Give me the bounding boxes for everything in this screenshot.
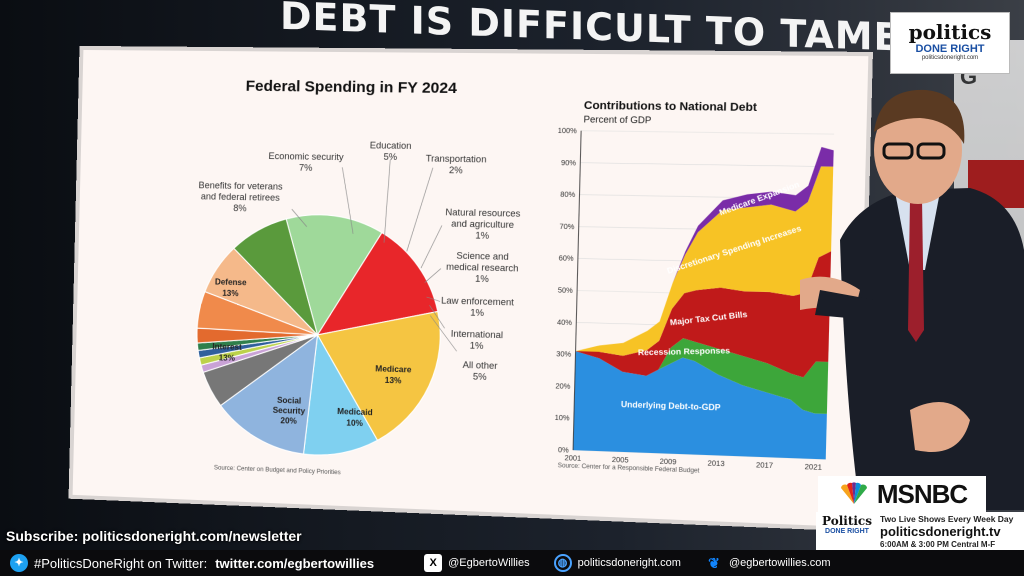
debt-y-tick: 70% — [559, 224, 574, 232]
debt-x-tick: 2005 — [612, 457, 629, 465]
promo-box: Politics DONE RIGHT Two Live Shows Every… — [816, 512, 1024, 552]
debt-y-tick: 50% — [558, 287, 573, 295]
debt-y-tick: 40% — [557, 319, 572, 327]
promo-mini-logo: Politics DONE RIGHT — [820, 515, 874, 549]
msnbc-text: MSNBC — [877, 479, 967, 510]
debt-gridline — [580, 163, 833, 167]
promo-line3: 6:00AM & 3:00 PM Central M-F — [880, 540, 995, 549]
debt-y-tick: 10% — [555, 415, 570, 423]
debt-y-tick: 20% — [555, 383, 570, 391]
x-logo-icon: X — [424, 554, 442, 572]
presenter — [800, 80, 1024, 510]
debt-x-tick: 2017 — [756, 462, 773, 470]
debt-y-tick: 0% — [558, 447, 569, 455]
logo-line3: politicsdoneright.com — [891, 55, 1009, 61]
msnbc-logo: MSNBC — [818, 476, 986, 512]
promo-mini-line2: DONE RIGHT — [820, 528, 874, 535]
subscribe-text: Subscribe: politicsdoneright.com/newslet… — [6, 528, 302, 544]
promo-mini-line1: Politics — [820, 515, 874, 528]
social-ticker: ✦ #PoliticsDoneRight on Twitter: twitter… — [0, 550, 1024, 576]
debt-y-tick: 60% — [559, 255, 574, 263]
promo-line1: Two Live Shows Every Week Day — [880, 514, 1013, 524]
debt-x-tick: 2009 — [659, 459, 676, 467]
peacock-icon — [837, 482, 871, 506]
ticker-bluesky[interactable]: @egbertowillies.com — [729, 557, 831, 569]
bluesky-butterfly-icon: ❦ — [705, 554, 723, 572]
ticker-site[interactable]: politicsdoneright.com — [578, 557, 681, 569]
debt-y-tick: 90% — [561, 160, 576, 168]
debt-y-tick: 30% — [556, 351, 571, 359]
logo-line2: DONE RIGHT — [891, 43, 1009, 55]
debt-gridline — [581, 131, 834, 134]
debt-y-tick: 80% — [560, 192, 575, 200]
ticker-x-handle[interactable]: @EgbertoWillies — [448, 557, 529, 569]
ticker-hashtag: #PoliticsDoneRight on Twitter: — [34, 556, 207, 571]
politics-done-right-logo: politics DONE RIGHT politicsdoneright.co… — [890, 12, 1010, 74]
debt-x-tick: 2013 — [708, 460, 725, 468]
globe-icon: ◍ — [554, 554, 572, 572]
promo-line2: politicsdoneright.tv — [880, 524, 1001, 539]
debt-x-tick: 2001 — [564, 455, 581, 463]
logo-line1: politics — [891, 21, 1009, 43]
debt-y-tick: 100% — [558, 128, 577, 136]
ticker-twitter-url[interactable]: twitter.com/egbertowillies — [215, 556, 374, 571]
display-board: Federal Spending in FY 2024 Defense 13% … — [73, 50, 869, 527]
twitter-bird-icon: ✦ — [10, 554, 28, 572]
debt-area-chart: Underlying Debt-to-GDPRecession Response… — [73, 50, 869, 527]
debt-series-label: Recession Responses — [638, 346, 731, 357]
